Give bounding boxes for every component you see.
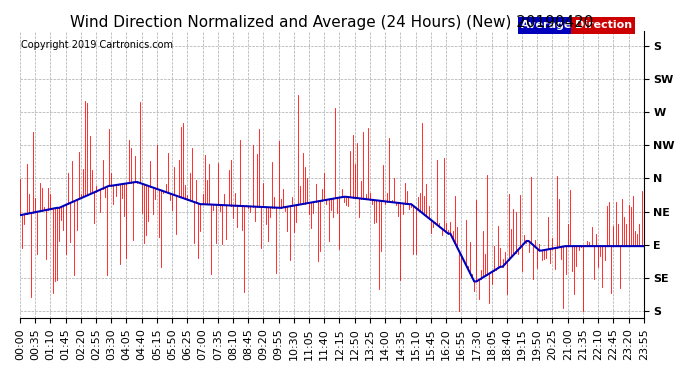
Text: Copyright 2019 Cartronics.com: Copyright 2019 Cartronics.com [21, 40, 173, 50]
Text: Direction: Direction [575, 20, 632, 30]
Title: Wind Direction Normalized and Average (24 Hours) (New) 20190420: Wind Direction Normalized and Average (2… [70, 15, 593, 30]
Text: Average: Average [522, 20, 573, 30]
